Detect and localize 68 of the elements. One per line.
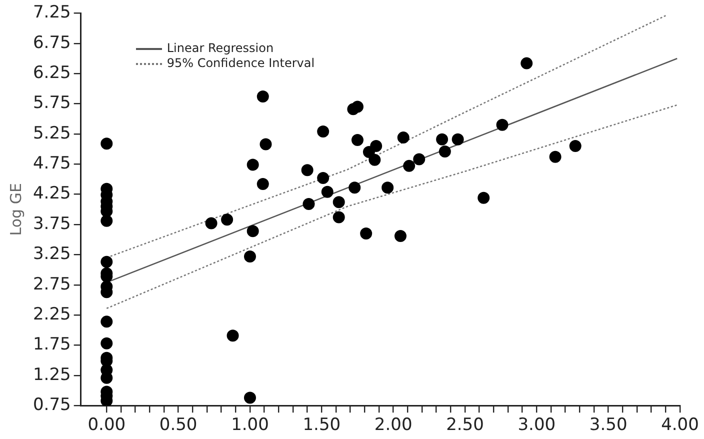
point (351, 100, 364, 113)
point (256, 90, 269, 103)
y-tick-label: 2.75 (32, 274, 71, 294)
point (394, 230, 406, 242)
point (370, 140, 382, 152)
legend-label: Linear Regression (166, 41, 274, 56)
point (368, 154, 381, 166)
point (100, 337, 113, 350)
y-tick-label: 0.75 (32, 395, 71, 416)
line-series (106, 104, 678, 310)
point (403, 160, 416, 172)
point (100, 316, 113, 328)
point (100, 214, 113, 227)
point (317, 172, 330, 184)
x-tick-label: 2.00 (374, 415, 412, 436)
y-tick-label: 7.25 (32, 2, 71, 23)
y-tick-label: 5.25 (32, 123, 71, 144)
point (244, 392, 256, 404)
point (205, 217, 218, 230)
point (260, 138, 272, 150)
point (244, 250, 256, 262)
point (452, 133, 464, 146)
point (301, 164, 314, 176)
point (520, 57, 533, 70)
point (413, 153, 426, 166)
y-tick-label: 3.75 (32, 214, 71, 234)
y-tick-label: 4.75 (32, 154, 71, 174)
point (226, 330, 239, 342)
point (332, 211, 345, 224)
y-tick-label: 1.25 (32, 364, 71, 385)
point (496, 118, 508, 131)
point (100, 256, 113, 268)
x-tick-label: 1.00 (231, 415, 269, 436)
point (332, 196, 345, 208)
point (221, 214, 234, 226)
point (436, 133, 448, 146)
point (549, 150, 562, 163)
legend-label: 95% Confidence Interval (166, 56, 315, 72)
point (100, 138, 113, 150)
x-tick-label: 3.50 (589, 415, 628, 436)
x-tick-label: 1.50 (302, 415, 341, 436)
point (302, 198, 315, 210)
point (256, 178, 269, 190)
point (246, 225, 259, 238)
point (317, 126, 330, 138)
y-tick-label: 2.25 (32, 304, 71, 324)
y-tick-label: 1.75 (32, 334, 71, 355)
point (382, 182, 394, 194)
x-tick-label: 3.00 (518, 415, 556, 436)
y-tick-label: 4.25 (32, 184, 71, 204)
point (348, 182, 361, 194)
y-tick-label: 6.25 (32, 62, 71, 83)
y-tick-label: 5.75 (32, 93, 71, 114)
point (360, 228, 372, 240)
point (321, 186, 334, 198)
x-tick-label: 2.50 (446, 415, 484, 436)
x-tick-label: 0.00 (88, 415, 126, 436)
x-tick-label: 0.50 (159, 415, 198, 436)
point (397, 132, 410, 144)
point (351, 134, 364, 146)
point (438, 145, 451, 158)
x-tick-label: 4.00 (661, 415, 699, 436)
point (569, 140, 582, 152)
y-axis-title: Log GE (6, 183, 25, 236)
y-tick-label: 3.25 (32, 244, 71, 264)
point (478, 192, 490, 204)
point (246, 158, 259, 171)
y-tick-label: 6.75 (32, 32, 71, 53)
